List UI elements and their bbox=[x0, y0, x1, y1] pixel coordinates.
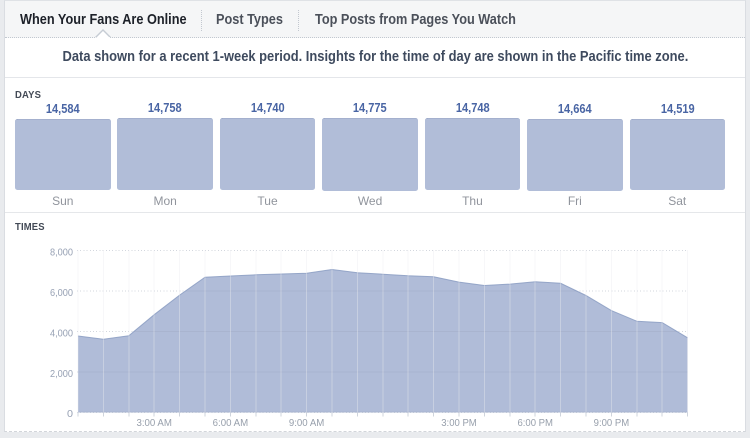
svg-text:2,000: 2,000 bbox=[50, 368, 73, 380]
svg-text:0: 0 bbox=[67, 408, 73, 420]
svg-text:4,000: 4,000 bbox=[50, 328, 73, 340]
svg-text:9:00 AM: 9:00 AM bbox=[289, 417, 325, 429]
svg-text:6:00 PM: 6:00 PM bbox=[517, 417, 553, 429]
svg-text:3:00 PM: 3:00 PM bbox=[441, 417, 477, 429]
svg-text:3:00 AM: 3:00 AM bbox=[136, 417, 172, 429]
svg-text:6,000: 6,000 bbox=[50, 287, 73, 299]
svg-text:6:00 AM: 6:00 AM bbox=[213, 417, 249, 429]
svg-text:9:00 PM: 9:00 PM bbox=[594, 417, 630, 429]
svg-text:8,000: 8,000 bbox=[50, 247, 73, 259]
